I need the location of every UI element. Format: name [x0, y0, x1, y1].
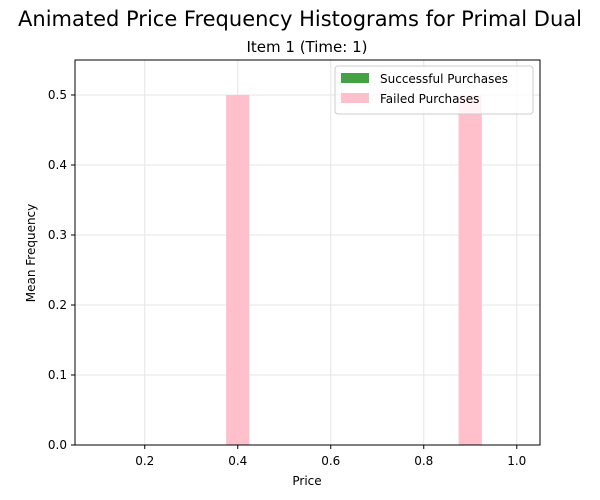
- x-axis-label: Price: [292, 474, 321, 488]
- y-tick-label: 0.1: [48, 368, 67, 382]
- y-tick-label: 0.2: [48, 298, 67, 312]
- x-tick-label: 0.6: [321, 454, 340, 468]
- y-tick-label: 0.0: [48, 438, 67, 452]
- legend-swatch: [341, 93, 369, 103]
- legend-box: [334, 65, 534, 115]
- bar-series-1: [458, 95, 482, 445]
- chart-suptitle: Animated Price Frequency Histograms for …: [18, 7, 582, 31]
- legend-label: Successful Purchases: [380, 72, 508, 86]
- x-tick-label: 1.0: [507, 454, 526, 468]
- bars-group: [226, 95, 482, 445]
- legend-swatch: [341, 73, 369, 83]
- plot-frame: [74, 59, 541, 446]
- y-tick-label: 0.5: [48, 88, 67, 102]
- y-tick-label: 0.3: [48, 228, 67, 242]
- y-tick-label: 0.4: [48, 158, 67, 172]
- chart-title: Item 1 (Time: 1): [246, 38, 367, 56]
- legend-label: Failed Purchases: [380, 92, 479, 106]
- y-axis-label: Mean Frequency: [24, 204, 38, 303]
- x-tick-label: 0.8: [414, 454, 433, 468]
- x-axis-ticks: 0.2 0.4 0.6 0.8 1.0: [135, 445, 526, 468]
- y-axis-ticks: 0.0 0.1 0.2 0.3 0.4 0.5: [48, 88, 75, 452]
- legend: Successful Purchases Failed Purchases: [334, 65, 534, 115]
- x-tick-label: 0.2: [135, 454, 154, 468]
- bar-series-1: [226, 95, 250, 445]
- x-tick-label: 0.4: [228, 454, 247, 468]
